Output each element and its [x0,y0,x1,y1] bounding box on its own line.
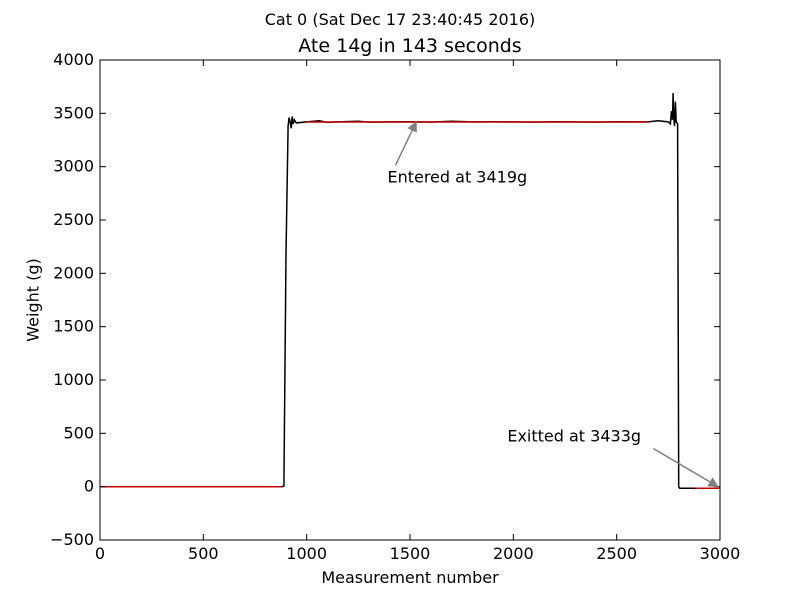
x-tick-label: 1500 [390,544,431,563]
y-axis-label: Weight (g) [23,258,43,342]
chart-title: Ate 14g in 143 seconds [298,35,522,57]
x-tick-label: 2000 [493,544,534,563]
y-tick-label: 3000 [53,157,94,176]
x-tick-label: 3000 [700,544,741,563]
y-tick-label: 1500 [53,317,94,336]
y-tick-label: 1000 [53,370,94,389]
chart-suptitle: Cat 0 (Sat Dec 17 23:40:45 2016) [264,10,536,29]
annotation-arrow-0 [394,121,417,166]
y-tick-label: 2000 [53,263,94,282]
plot-frame [99,59,721,541]
y-tick-label: 0 [84,477,94,496]
y-tick-label: 3500 [53,103,94,122]
x-tick-label: 2500 [596,544,637,563]
x-tick-label: 500 [188,544,219,563]
x-tick-label: 1000 [286,544,327,563]
y-tick-label: 4000 [53,50,94,69]
annotation-arrow-1 [652,447,719,488]
y-tick-label: 2500 [53,210,94,229]
y-tick-label: −500 [50,530,94,549]
annotation-label-1: Exitted at 3433g [507,427,641,446]
x-axis-label: Measurement number [321,568,499,587]
annotation-label-0: Entered at 3419g [387,167,527,186]
y-tick-label: 500 [63,423,94,442]
x-tick-label: 0 [95,544,105,563]
